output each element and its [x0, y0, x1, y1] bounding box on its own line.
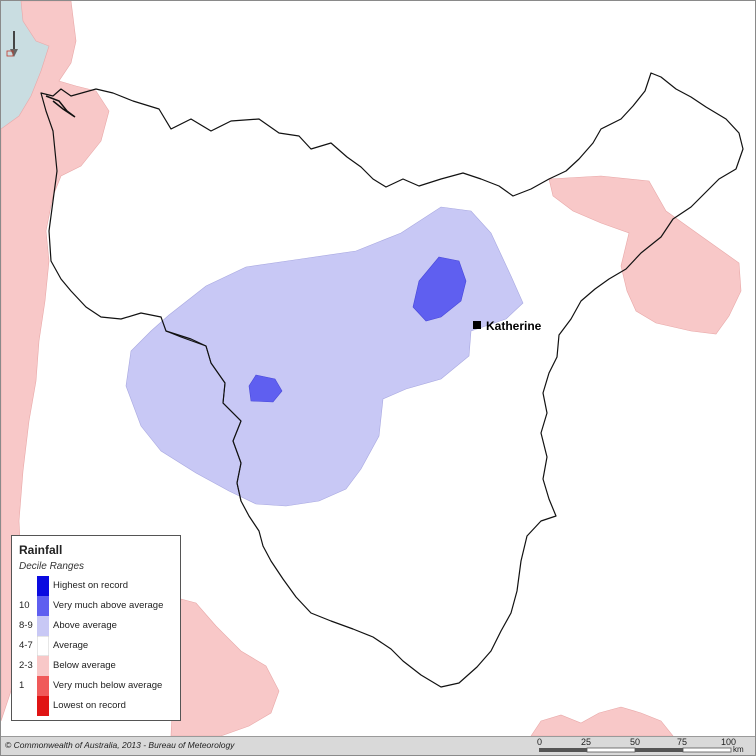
legend-label: Above average — [53, 620, 117, 631]
legend-label: Below average — [53, 660, 116, 671]
scale-tick-label: 25 — [581, 737, 592, 747]
legend-swatch — [37, 656, 49, 676]
legend-swatch — [37, 696, 49, 716]
below-average-area-southeast — [530, 706, 674, 737]
legend-code: 1 — [19, 680, 25, 691]
coastline — [45, 95, 76, 118]
scale-tick-label: 100 — [721, 737, 737, 747]
footer-bar: © Commonwealth of Australia, 2013 - Bure… — [1, 736, 755, 755]
copyright-text: © Commonwealth of Australia, 2013 - Bure… — [5, 740, 235, 750]
legend-swatch — [37, 616, 49, 636]
below-average-area-northeast — [548, 175, 742, 335]
legend-subtitle: Decile Ranges — [19, 561, 85, 572]
below-average-area-west — [1, 1, 110, 722]
legend-code: 10 — [19, 600, 30, 611]
legend-label: Highest on record — [53, 580, 128, 591]
legend-label: Average — [53, 640, 89, 651]
legend-label: Lowest on record — [53, 700, 126, 711]
legend-title: Rainfall — [19, 543, 63, 557]
legend-code: 2-3 — [19, 660, 33, 671]
scale-tick-label: 0 — [537, 737, 543, 747]
legend-swatch — [37, 636, 49, 656]
scale-bar-graphic — [539, 747, 732, 753]
scale-tick-label: 75 — [677, 737, 688, 747]
scale-unit-label: km — [733, 745, 744, 754]
scale-tick-label: 50 — [630, 737, 641, 747]
above-average-area — [125, 206, 524, 507]
legend-item-very-much-below: 1 Very much below average — [12, 676, 180, 696]
legend-swatch — [37, 576, 49, 596]
very-much-above-average-area-west — [248, 374, 283, 403]
legend-label: Very much below average — [53, 680, 163, 691]
legend-label: Very much above average — [53, 600, 164, 611]
legend-item-average: 4-7 Average — [12, 636, 180, 656]
scale-bar: 0 25 50 75 100 km — [537, 737, 744, 755]
legend-item-very-much-above: 10 Very much above average — [12, 596, 180, 616]
very-much-above-average-area-east — [412, 256, 467, 322]
legend-code: 8-9 — [19, 620, 33, 631]
legend-item-highest: Highest on record — [12, 576, 180, 596]
legend-item-below: 2-3 Below average — [12, 656, 180, 676]
sub-region-boundary — [165, 330, 242, 502]
below-average-area-south — [170, 598, 280, 737]
katherine-marker[interactable] — [473, 321, 481, 329]
legend-item-lowest: Lowest on record — [12, 696, 180, 716]
north-arrow-icon — [4, 31, 24, 59]
legend: Rainfall Decile Ranges Highest on record… — [11, 535, 181, 721]
legend-swatch — [37, 596, 49, 616]
legend-code: 4-7 — [19, 640, 33, 651]
legend-item-above: 8-9 Above average — [12, 616, 180, 636]
legend-swatch — [37, 676, 49, 696]
town-label-katherine: Katherine — [486, 319, 542, 333]
